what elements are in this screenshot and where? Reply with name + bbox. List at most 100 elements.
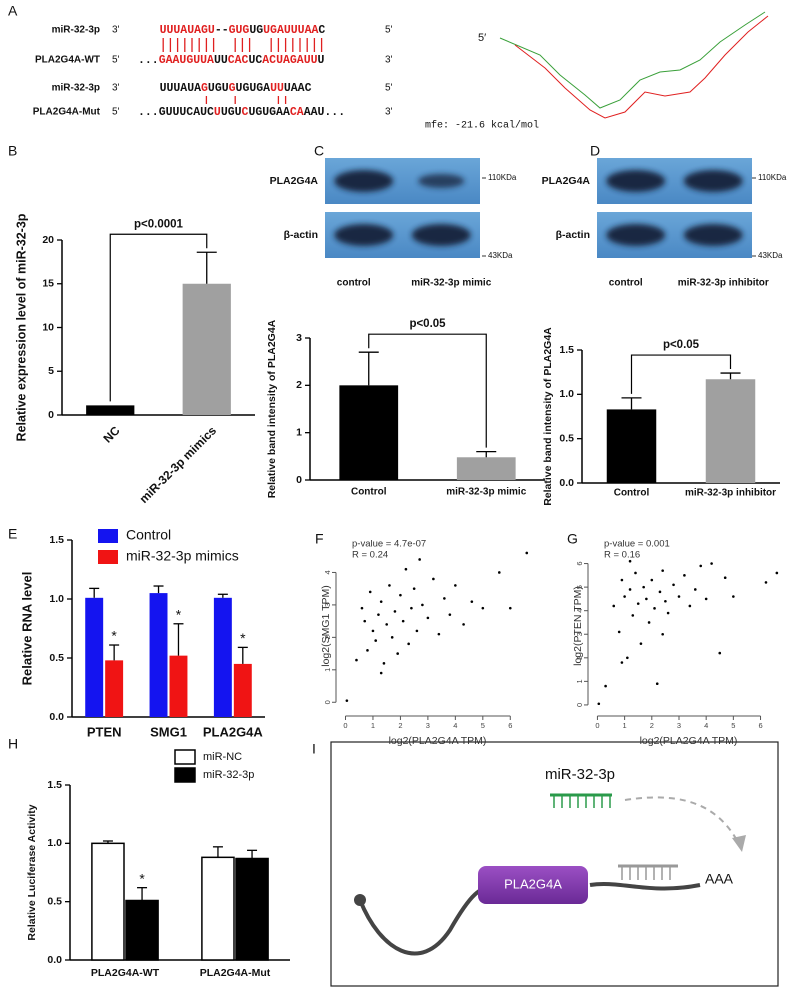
point [604, 684, 607, 688]
point [617, 630, 621, 634]
sequence: UUUAUAGUGUGUGUGAUUUAAC [160, 82, 312, 95]
bar [85, 597, 104, 717]
lane-label: miR-32-3p inhibitor [678, 278, 769, 289]
blot-band [683, 170, 743, 192]
y-axis-label: Relative RNA level [19, 572, 34, 686]
y-tick-label: 0.0 [47, 954, 62, 966]
y-tick-label: 1 [296, 426, 302, 438]
y-tick-label: 2 [575, 656, 584, 660]
legend-label: miR-32-3p mimics [126, 548, 239, 564]
y-tick-label: 0 [575, 703, 584, 707]
bar [86, 405, 135, 415]
y-tick-label: 0.0 [49, 711, 64, 723]
sequence-segment: ...GUUUCAUC [138, 106, 214, 119]
sequence-segment: A [297, 106, 304, 119]
point [393, 610, 397, 613]
point [710, 562, 713, 565]
x-tick-label: 2 [398, 721, 402, 730]
sequence: UUUAUAGU--GUGUGUGAUUUAAC [160, 24, 326, 37]
sequence: ...GUUUCAUCUUGUCUGUGAACAAAU... [138, 106, 345, 119]
bar [233, 663, 252, 717]
sequence-segment: GAAUGUUA [159, 54, 214, 67]
x-tick-label: 6 [758, 721, 762, 730]
point [454, 584, 457, 587]
x-tick-label: PLA2G4A-Mut [200, 967, 271, 979]
y-axis-label: log2(PTEN TPM) [572, 586, 584, 666]
y-tick-label: 1.0 [47, 837, 62, 849]
point [374, 639, 378, 642]
strand-end: 3' [385, 107, 393, 118]
point [683, 574, 686, 577]
strand-end: 3' [385, 55, 393, 66]
point [661, 569, 664, 572]
strand-end: 5' [385, 83, 393, 94]
bar [169, 655, 188, 717]
y-tick-label: 15 [42, 278, 54, 290]
point [363, 619, 367, 623]
significance-bracket [630, 354, 732, 394]
bar [125, 899, 159, 961]
strand-end: 3' [112, 25, 120, 36]
point [360, 606, 364, 610]
y-axis-label: Relative band intensity of PLA2G4A [542, 327, 554, 506]
bar [705, 379, 756, 483]
point [401, 619, 405, 623]
x-tick-label: 3 [677, 721, 681, 730]
x-tick-label: 1 [623, 721, 627, 730]
point [443, 597, 446, 600]
y-tick-label: 2 [323, 635, 332, 639]
point [672, 583, 675, 587]
y-tick-label: 3 [296, 332, 302, 344]
x-tick-label: NC [100, 423, 122, 445]
point [390, 636, 394, 639]
cap [354, 894, 366, 906]
y-tick-label: 0.0 [559, 477, 574, 489]
point [421, 603, 424, 607]
sequence-segment: ... [138, 54, 159, 67]
sequence-segment: UGUGAA [248, 106, 290, 119]
blot-row-label: PLA2G4A [542, 175, 591, 187]
y-tick-label: 20 [42, 234, 54, 246]
x-tick-label: 5 [731, 721, 735, 730]
bar [456, 457, 516, 480]
y-tick-label: 1.0 [49, 593, 64, 605]
point [775, 571, 779, 575]
point [355, 658, 358, 662]
structure-end: 5′ [478, 32, 486, 44]
point [415, 629, 419, 633]
point [620, 661, 624, 664]
x-axis-label: log2(PLA2G4A TPM) [640, 735, 738, 747]
point [699, 564, 703, 568]
blot-row-label: β-actin [556, 229, 590, 241]
sequence-segment: UU [214, 54, 228, 67]
point [723, 576, 727, 579]
bar [149, 593, 168, 717]
y-tick-label: 0 [48, 409, 54, 421]
point [508, 606, 512, 610]
sequence-segment: C [242, 106, 249, 119]
point [636, 602, 640, 605]
y-tick-label: 0 [323, 700, 332, 704]
panel-letter: I [312, 741, 316, 757]
strand-end: 5' [112, 107, 120, 118]
strand-end: 3' [112, 83, 120, 94]
y-tick-label: 3 [575, 632, 584, 636]
panel-letter: A [8, 3, 18, 19]
legend-swatch [98, 529, 118, 543]
y-tick-label: 1.5 [47, 779, 62, 791]
sequence-segment: UGUGA [236, 82, 271, 95]
point [437, 632, 441, 636]
sequence-segment: UUUAUA [160, 82, 202, 95]
point [677, 595, 681, 598]
sequence-segment: ACUAGAUU [262, 54, 317, 67]
blot-band [418, 174, 465, 188]
bar [182, 283, 231, 415]
legend-swatch [98, 550, 118, 564]
polya-tail: AAA [705, 871, 734, 887]
legend-label: miR-NC [203, 751, 242, 763]
point [371, 629, 375, 633]
significance: * [176, 606, 182, 622]
point [481, 606, 485, 610]
point [525, 551, 529, 555]
significance-bracket [368, 333, 487, 448]
